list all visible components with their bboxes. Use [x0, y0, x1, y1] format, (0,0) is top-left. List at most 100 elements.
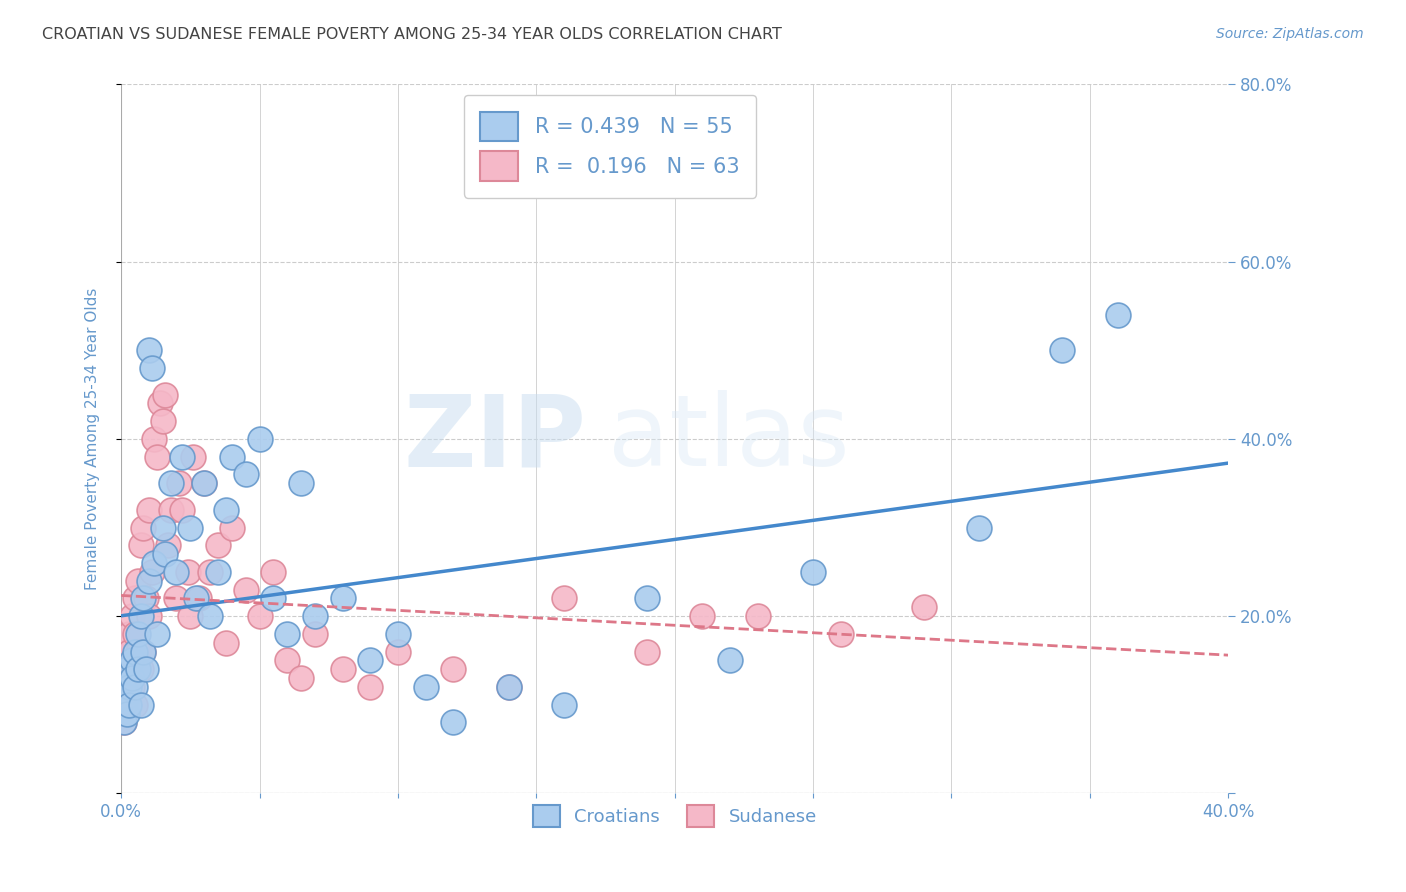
Point	[184, 591, 207, 606]
Point	[132, 644, 155, 658]
Point	[387, 644, 409, 658]
Point	[138, 343, 160, 358]
Point	[359, 653, 381, 667]
Point	[304, 627, 326, 641]
Point	[146, 450, 169, 464]
Point	[332, 662, 354, 676]
Point	[121, 680, 143, 694]
Point	[187, 591, 209, 606]
Point	[304, 609, 326, 624]
Point	[129, 698, 152, 712]
Point	[747, 609, 769, 624]
Point	[193, 476, 215, 491]
Point	[157, 538, 180, 552]
Point	[129, 609, 152, 624]
Point	[262, 591, 284, 606]
Point	[1107, 308, 1129, 322]
Point	[115, 662, 138, 676]
Point	[155, 387, 177, 401]
Point	[127, 627, 149, 641]
Point	[636, 644, 658, 658]
Point	[215, 503, 238, 517]
Point	[132, 591, 155, 606]
Point	[146, 627, 169, 641]
Point	[166, 591, 188, 606]
Point	[198, 565, 221, 579]
Point	[176, 565, 198, 579]
Point	[118, 698, 141, 712]
Text: CROATIAN VS SUDANESE FEMALE POVERTY AMONG 25-34 YEAR OLDS CORRELATION CHART: CROATIAN VS SUDANESE FEMALE POVERTY AMON…	[42, 27, 782, 42]
Point	[290, 671, 312, 685]
Point	[135, 662, 157, 676]
Point	[152, 520, 174, 534]
Point	[124, 591, 146, 606]
Legend: Croatians, Sudanese: Croatians, Sudanese	[526, 797, 824, 834]
Point	[118, 680, 141, 694]
Point	[118, 627, 141, 641]
Point	[166, 565, 188, 579]
Point	[141, 361, 163, 376]
Point	[115, 689, 138, 703]
Point	[124, 698, 146, 712]
Point	[801, 565, 824, 579]
Point	[124, 627, 146, 641]
Point	[129, 538, 152, 552]
Point	[498, 680, 520, 694]
Point	[112, 680, 135, 694]
Point	[112, 715, 135, 730]
Point	[235, 582, 257, 597]
Point	[276, 627, 298, 641]
Point	[967, 520, 990, 534]
Point	[155, 547, 177, 561]
Point	[179, 609, 201, 624]
Point	[276, 653, 298, 667]
Point	[112, 662, 135, 676]
Point	[179, 520, 201, 534]
Point	[359, 680, 381, 694]
Point	[135, 591, 157, 606]
Point	[170, 503, 193, 517]
Point	[912, 600, 935, 615]
Point	[249, 432, 271, 446]
Point	[198, 609, 221, 624]
Text: Source: ZipAtlas.com: Source: ZipAtlas.com	[1216, 27, 1364, 41]
Point	[167, 476, 190, 491]
Point	[441, 662, 464, 676]
Point	[181, 450, 204, 464]
Point	[152, 414, 174, 428]
Point	[124, 644, 146, 658]
Point	[121, 653, 143, 667]
Point	[112, 680, 135, 694]
Point	[170, 450, 193, 464]
Text: ZIP: ZIP	[404, 391, 586, 487]
Point	[1050, 343, 1073, 358]
Y-axis label: Female Poverty Among 25-34 Year Olds: Female Poverty Among 25-34 Year Olds	[86, 288, 100, 591]
Text: atlas: atlas	[609, 391, 849, 487]
Point	[143, 556, 166, 570]
Point	[160, 476, 183, 491]
Point	[221, 450, 243, 464]
Point	[553, 591, 575, 606]
Point	[127, 662, 149, 676]
Point	[121, 671, 143, 685]
Point	[387, 627, 409, 641]
Point	[149, 396, 172, 410]
Point	[718, 653, 741, 667]
Point	[498, 680, 520, 694]
Point	[138, 503, 160, 517]
Point	[121, 662, 143, 676]
Point	[215, 636, 238, 650]
Point	[160, 503, 183, 517]
Point	[193, 476, 215, 491]
Point	[112, 698, 135, 712]
Point	[262, 565, 284, 579]
Point	[121, 609, 143, 624]
Point	[115, 706, 138, 721]
Point	[118, 698, 141, 712]
Point	[138, 574, 160, 588]
Point	[290, 476, 312, 491]
Point	[112, 715, 135, 730]
Point	[332, 591, 354, 606]
Point	[127, 574, 149, 588]
Point	[221, 520, 243, 534]
